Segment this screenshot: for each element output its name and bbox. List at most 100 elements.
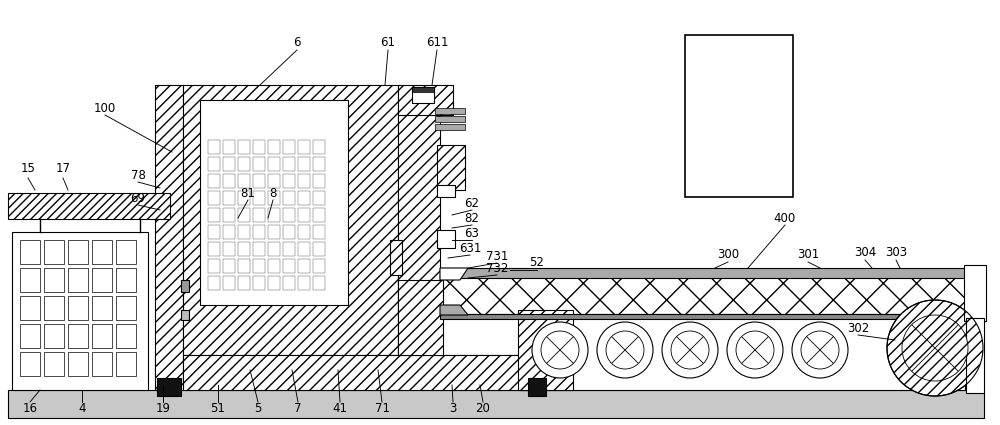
Bar bbox=[283, 225, 295, 239]
Bar bbox=[313, 191, 325, 205]
Text: 400: 400 bbox=[774, 212, 796, 224]
Bar bbox=[966, 318, 984, 393]
Bar bbox=[200, 100, 348, 305]
Bar bbox=[44, 268, 64, 292]
Bar bbox=[12, 232, 148, 390]
Text: 61: 61 bbox=[380, 36, 396, 48]
Bar bbox=[390, 240, 402, 275]
Circle shape bbox=[902, 315, 968, 381]
Bar bbox=[238, 174, 250, 188]
Bar bbox=[20, 324, 40, 348]
Bar bbox=[440, 276, 965, 314]
Text: 71: 71 bbox=[374, 402, 390, 414]
Bar bbox=[8, 390, 984, 418]
Bar bbox=[435, 108, 465, 114]
Bar bbox=[398, 280, 443, 355]
Bar bbox=[283, 140, 295, 154]
Circle shape bbox=[887, 300, 983, 396]
Bar bbox=[238, 208, 250, 222]
Bar bbox=[183, 355, 548, 390]
Bar bbox=[437, 230, 455, 248]
Text: 5: 5 bbox=[254, 402, 262, 414]
Bar bbox=[223, 208, 235, 222]
Bar bbox=[253, 157, 265, 171]
Bar bbox=[268, 140, 280, 154]
Bar bbox=[223, 140, 235, 154]
Bar bbox=[412, 87, 434, 103]
Bar bbox=[92, 324, 112, 348]
Bar bbox=[298, 242, 310, 256]
Bar bbox=[238, 225, 250, 239]
Bar bbox=[440, 314, 965, 319]
Bar bbox=[181, 310, 189, 320]
Circle shape bbox=[606, 331, 644, 369]
Text: 81: 81 bbox=[241, 187, 255, 199]
Circle shape bbox=[727, 322, 783, 378]
Bar bbox=[313, 208, 325, 222]
Bar bbox=[44, 324, 64, 348]
Text: 62: 62 bbox=[464, 196, 480, 210]
Bar bbox=[253, 208, 265, 222]
Bar bbox=[268, 191, 280, 205]
Bar bbox=[238, 140, 250, 154]
Bar bbox=[116, 268, 136, 292]
Bar bbox=[313, 259, 325, 273]
Bar bbox=[238, 259, 250, 273]
Text: 631: 631 bbox=[459, 241, 481, 255]
Bar bbox=[92, 268, 112, 292]
Bar bbox=[518, 310, 573, 390]
Text: 6: 6 bbox=[293, 36, 301, 48]
Circle shape bbox=[541, 331, 579, 369]
Bar bbox=[253, 276, 265, 290]
Polygon shape bbox=[440, 268, 468, 280]
Bar bbox=[283, 174, 295, 188]
Bar bbox=[68, 324, 88, 348]
Bar bbox=[223, 174, 235, 188]
Text: 63: 63 bbox=[465, 227, 479, 240]
Bar bbox=[155, 355, 520, 369]
Text: 3: 3 bbox=[449, 402, 457, 414]
Text: 301: 301 bbox=[797, 249, 819, 261]
Bar bbox=[92, 296, 112, 320]
Bar bbox=[268, 174, 280, 188]
Bar bbox=[44, 296, 64, 320]
Bar bbox=[44, 352, 64, 376]
Bar bbox=[208, 208, 220, 222]
Bar bbox=[155, 368, 520, 378]
Bar bbox=[223, 242, 235, 256]
Bar bbox=[208, 276, 220, 290]
Bar bbox=[20, 296, 40, 320]
Bar bbox=[208, 157, 220, 171]
Bar bbox=[68, 296, 88, 320]
Circle shape bbox=[662, 322, 718, 378]
Bar bbox=[268, 225, 280, 239]
Bar bbox=[155, 85, 183, 390]
Bar bbox=[183, 85, 398, 355]
Bar bbox=[116, 352, 136, 376]
Bar bbox=[223, 157, 235, 171]
Bar bbox=[20, 268, 40, 292]
Bar bbox=[313, 140, 325, 154]
Bar bbox=[44, 240, 64, 264]
Bar bbox=[298, 225, 310, 239]
Bar bbox=[116, 240, 136, 264]
Bar bbox=[283, 191, 295, 205]
Bar bbox=[298, 174, 310, 188]
Text: 302: 302 bbox=[847, 321, 869, 334]
Bar bbox=[298, 191, 310, 205]
Bar bbox=[208, 191, 220, 205]
Bar bbox=[528, 378, 546, 396]
Bar bbox=[20, 352, 40, 376]
Bar bbox=[68, 268, 88, 292]
Text: 20: 20 bbox=[476, 402, 490, 414]
Bar bbox=[223, 259, 235, 273]
Bar bbox=[223, 225, 235, 239]
Bar bbox=[208, 140, 220, 154]
Bar bbox=[268, 242, 280, 256]
Bar bbox=[298, 208, 310, 222]
Bar bbox=[268, 157, 280, 171]
Text: 300: 300 bbox=[717, 249, 739, 261]
Text: 16: 16 bbox=[22, 402, 38, 414]
Text: 82: 82 bbox=[465, 212, 479, 224]
Circle shape bbox=[597, 322, 653, 378]
